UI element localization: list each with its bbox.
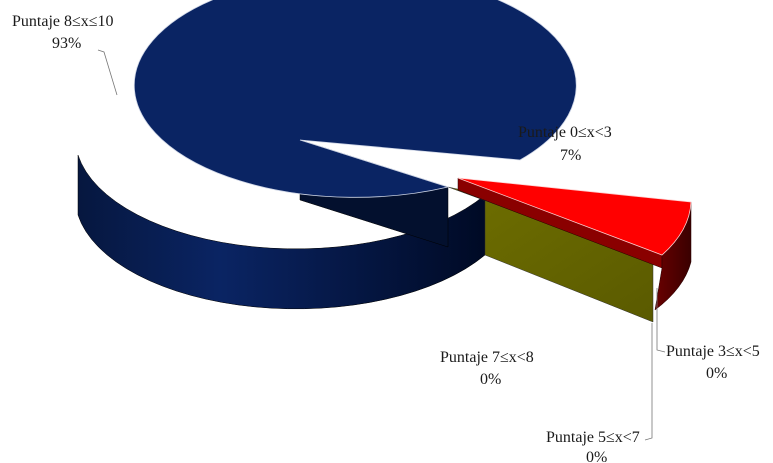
slice-percent-7-8: 0% [480,371,501,388]
slice-percent-8-10: 93% [52,35,81,52]
slice-percent-5-7: 0% [586,449,607,463]
slice-percent-0-3: 7% [560,147,581,164]
leader-line-5-7 [644,323,653,441]
slice-label-0-3: Puntaje 0≤x<3 [518,124,612,141]
leader-line-3-5 [656,288,666,353]
pie-slice-0-3 [457,177,692,256]
slice-label-7-8: Puntaje 7≤x<8 [440,349,534,366]
slice-percent-3-5: 0% [706,365,727,382]
slice-label-3-5: Puntaje 3≤x<5 [666,343,760,360]
pie-slice-8-10 [133,0,577,198]
slice-label-5-7: Puntaje 5≤x<7 [546,429,640,446]
leader-line-8-10 [97,49,118,96]
slice-label-8-10: Puntaje 8≤x≤10 [12,13,114,30]
